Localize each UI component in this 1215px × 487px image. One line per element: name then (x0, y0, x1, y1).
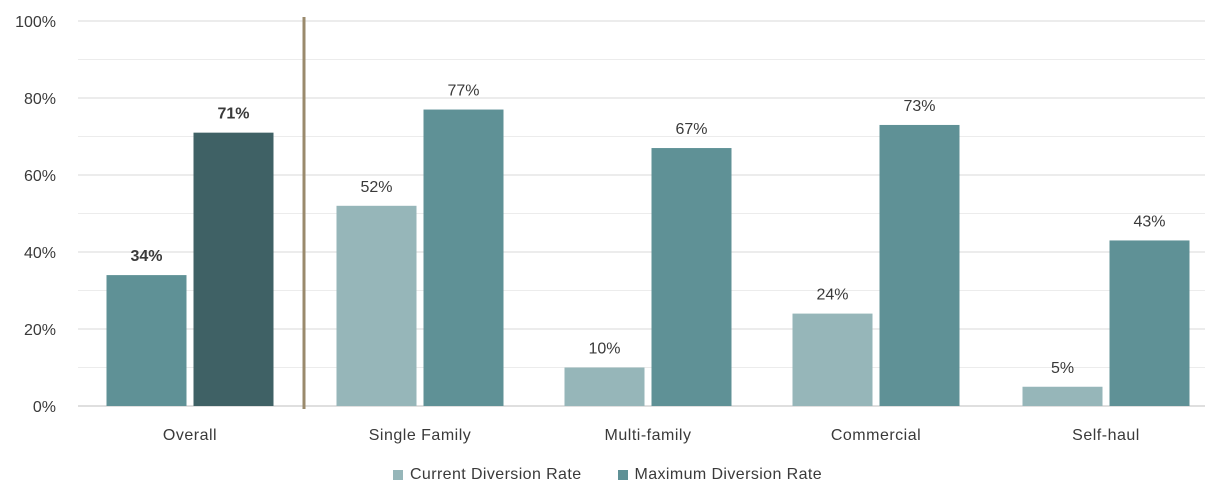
maximum-bar-self-haul (1109, 240, 1190, 406)
legend-item-current: Current Diversion Rate (392, 466, 582, 484)
y-tick-label: 100% (15, 14, 56, 31)
data-label: 34% (130, 248, 162, 265)
maximum-bar-overall (193, 132, 274, 406)
data-labels: 34% 71% 52% 77% 10% 67% 24% 73% 5% 43% (130, 83, 1165, 377)
legend: Current Diversion Rate Maximum Diversion… (0, 466, 1215, 484)
current-bar-single-family (336, 205, 417, 406)
current-bar-multi-family (564, 367, 645, 406)
category-label: Single Family (369, 427, 472, 444)
bars (106, 109, 1190, 407)
data-label: 10% (588, 341, 620, 358)
legend-label-maximum: Maximum Diversion Rate (634, 466, 823, 483)
x-axis-categories: Overall Single Family Multi-family Commerci… (163, 427, 1140, 444)
current-bar-overall (106, 275, 187, 406)
category-label: Multi-family (605, 427, 692, 444)
legend-swatch-maximum (617, 470, 628, 480)
y-axis-ticks: 0% 20% 40% 60% 80% 100% (15, 14, 56, 416)
category-label: Overall (163, 427, 217, 444)
y-tick-label: 80% (24, 91, 56, 108)
legend-label-current: Current Diversion Rate (409, 466, 582, 483)
maximum-bar-single-family (423, 109, 504, 407)
y-tick-label: 40% (24, 245, 56, 262)
y-tick-label: 0% (33, 399, 56, 416)
maximum-bar-commercial (879, 124, 960, 406)
data-label: 73% (903, 98, 935, 115)
data-label: 77% (447, 83, 479, 100)
category-label: Commercial (831, 427, 921, 444)
legend-item-maximum: Maximum Diversion Rate (617, 466, 823, 484)
data-label: 71% (217, 106, 249, 123)
category-label: Self-haul (1072, 427, 1140, 444)
data-label: 67% (675, 121, 707, 138)
maximum-bar-multi-family (651, 148, 732, 407)
data-label: 52% (360, 179, 392, 196)
data-label: 43% (1133, 213, 1165, 230)
y-tick-label: 60% (24, 168, 56, 185)
current-bar-commercial (792, 313, 873, 406)
data-label: 24% (816, 287, 848, 304)
data-label: 5% (1051, 360, 1074, 377)
current-bar-self-haul (1022, 386, 1103, 406)
legend-swatch-current (392, 470, 403, 480)
y-tick-label: 20% (24, 322, 56, 339)
bar-chart: 0% 20% 40% 60% 80% 100% 34% 71% 52% 77% 10% 67% 24%… (15, 14, 1205, 444)
